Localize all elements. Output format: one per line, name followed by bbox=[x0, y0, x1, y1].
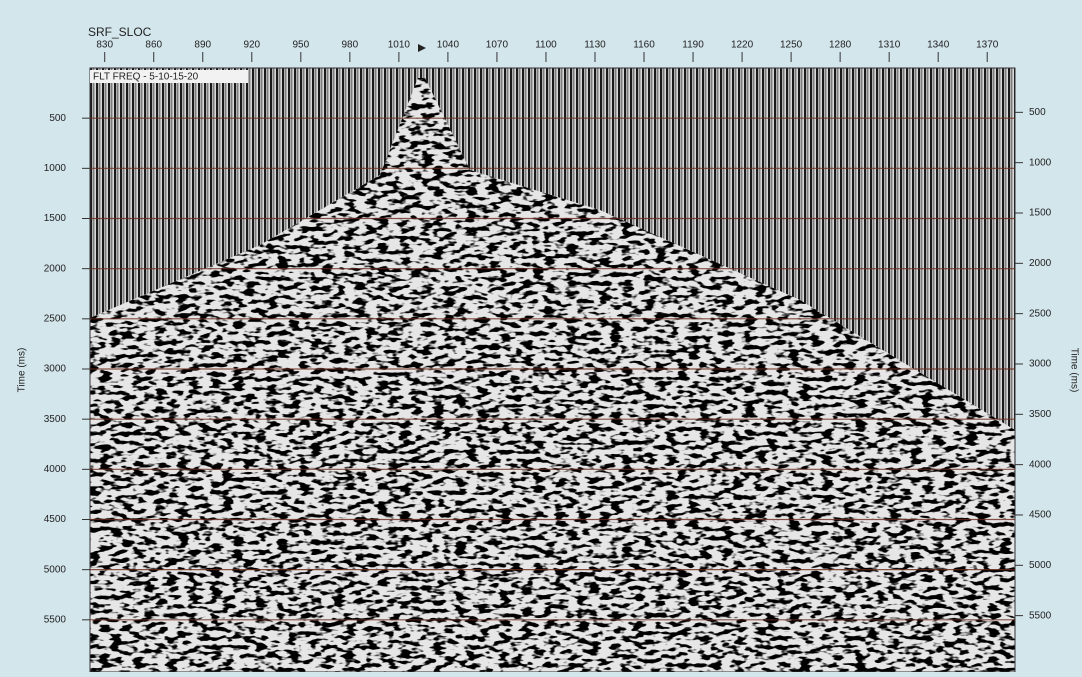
x-tick-label: 1100 bbox=[535, 40, 557, 51]
x-axis-label: SRF_SLOC bbox=[88, 25, 152, 39]
y-tick-label: 3500 bbox=[44, 414, 67, 425]
x-tick-label: 920 bbox=[243, 40, 260, 51]
x-tick-label: 1190 bbox=[682, 40, 704, 51]
y-tick-label: 2500 bbox=[44, 313, 67, 324]
y-tick-label: 4500 bbox=[44, 514, 67, 525]
y-tick-label: 500 bbox=[49, 113, 66, 124]
y2-tick-label: 5000 bbox=[1029, 560, 1052, 571]
y2-tick-label: 3000 bbox=[1029, 359, 1052, 370]
title-box bbox=[90, 70, 248, 83]
x-tick-label: 830 bbox=[96, 40, 113, 51]
y-tick-label: 3000 bbox=[44, 364, 67, 375]
x-tick-label: 950 bbox=[292, 40, 309, 51]
chart-title: FLT FREQ - 5-10-15-20 bbox=[93, 72, 199, 83]
x-tick-label: 980 bbox=[342, 40, 359, 51]
x-tick-label: 1310 bbox=[878, 40, 901, 51]
source-marker bbox=[418, 44, 426, 52]
x-tick-label: 890 bbox=[194, 40, 211, 51]
y-tick-label: 5000 bbox=[44, 564, 67, 575]
y-tick-label: 4000 bbox=[44, 464, 67, 475]
y2-axis-label: Time (ms) bbox=[1068, 348, 1079, 393]
y-tick-label: 5500 bbox=[44, 614, 67, 625]
x-tick-label: 1160 bbox=[633, 40, 655, 51]
y-tick-label: 1000 bbox=[44, 163, 67, 174]
y2-tick-label: 2000 bbox=[1029, 258, 1052, 269]
y2-tick-label: 1000 bbox=[1029, 157, 1052, 168]
y-tick-label: 1500 bbox=[44, 213, 67, 224]
x-tick-label: 1220 bbox=[731, 40, 754, 51]
y2-tick-label: 4500 bbox=[1029, 510, 1052, 521]
x-tick-label: 860 bbox=[145, 40, 162, 51]
y2-tick-label: 2500 bbox=[1029, 308, 1052, 319]
x-tick-label: 1280 bbox=[829, 40, 852, 51]
y2-tick-label: 1500 bbox=[1029, 208, 1052, 219]
y2-tick-label: 4000 bbox=[1029, 459, 1052, 470]
y-axis-label: Time (ms) bbox=[17, 348, 28, 393]
x-tick-label: 1040 bbox=[437, 40, 460, 51]
y2-tick-label: 3500 bbox=[1029, 409, 1052, 420]
x-tick-label: 1250 bbox=[780, 40, 803, 51]
x-tick-label: 1070 bbox=[486, 40, 509, 51]
y2-tick-label: 5500 bbox=[1029, 610, 1052, 621]
y-tick-label: 2000 bbox=[44, 263, 67, 274]
x-tick-label: 1130 bbox=[584, 40, 606, 51]
x-tick-label: 1370 bbox=[976, 40, 999, 51]
x-tick-label: 1010 bbox=[388, 40, 411, 51]
x-tick-label: 1340 bbox=[927, 40, 950, 51]
y2-tick-label: 500 bbox=[1029, 107, 1046, 118]
